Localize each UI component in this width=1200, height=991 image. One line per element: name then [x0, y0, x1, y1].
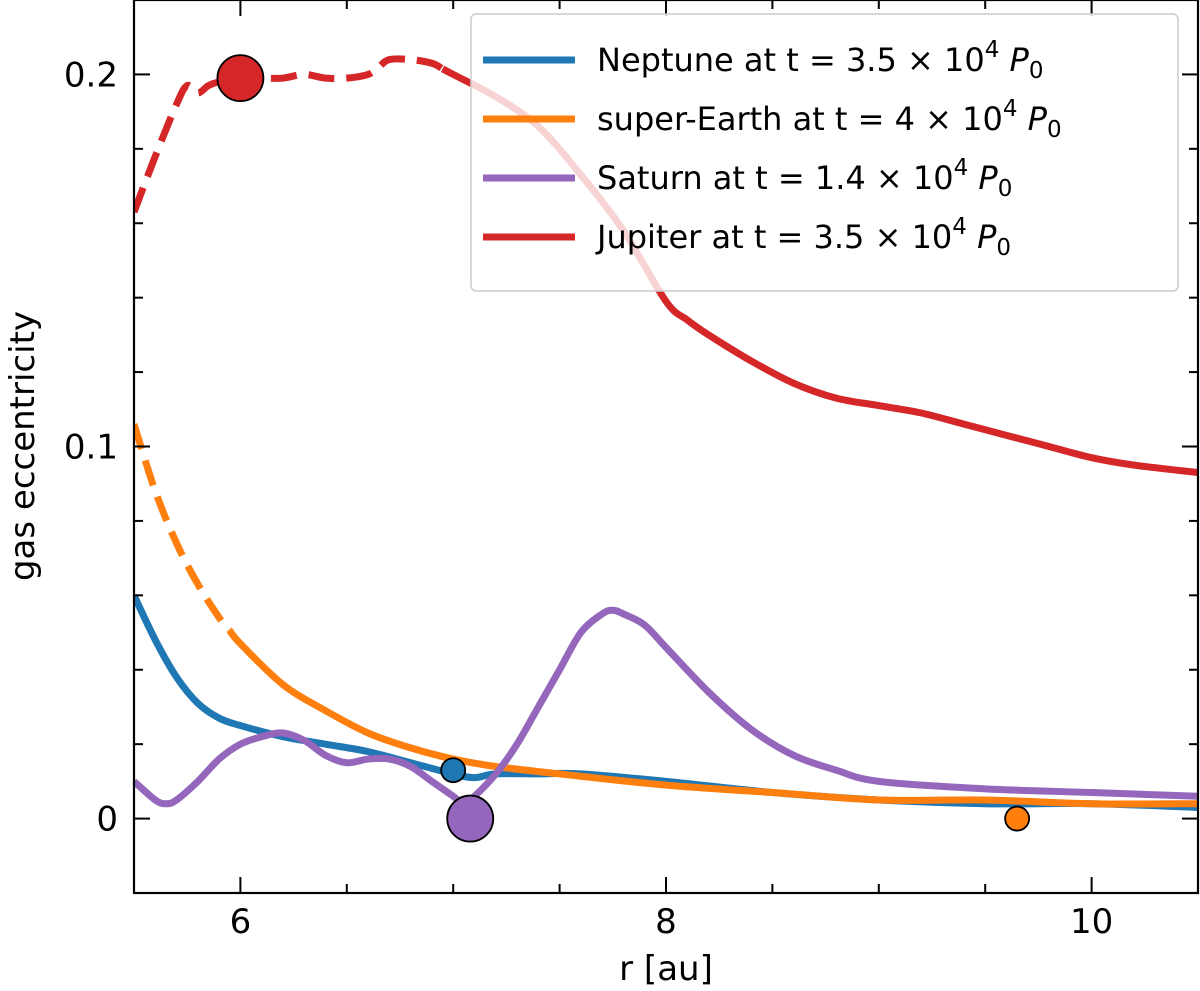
x-tick-label: 10 [1070, 902, 1113, 942]
legend-label-neptune: Neptune at t = 3.5 × 104 P0 [597, 37, 1043, 84]
series-superearth-line [226, 628, 1198, 808]
planet-marker-saturn [446, 794, 495, 843]
legend-label-superearth: super-Earth at t = 4 × 104 P0 [597, 96, 1062, 143]
planet-marker-jupiter [216, 54, 265, 103]
series-neptune [134, 593, 1198, 811]
planet-marker-layer [216, 54, 1031, 843]
series-superearth-dashed-segment [134, 423, 233, 633]
legend-label-saturn: Saturn at t = 1.4 × 104 P0 [597, 155, 1012, 202]
series-superearth [134, 423, 1198, 808]
series-saturn-line [134, 606, 1198, 808]
y-axis-label: gas eccentricity [3, 311, 43, 581]
series-saturn [134, 606, 1198, 808]
x-tick-label: 8 [655, 902, 677, 942]
y-tick-label: 0 [96, 800, 118, 840]
series-jupiter-dashed-segment [134, 55, 445, 214]
legend-label-jupiter: Jupiter at t = 3.5 × 104 P0 [595, 214, 1011, 261]
tick-layer: 6 8 10 0 0.1 0.2 [64, 0, 1199, 942]
legend: Neptune at t = 3.5 × 104 P0 super-Earth a… [470, 13, 1179, 292]
series-neptune-line [134, 593, 1198, 811]
legend-box [470, 13, 1179, 292]
y-tick-label: 0.1 [64, 428, 118, 468]
legend-entries: Neptune at t = 3.5 × 104 P0 super-Earth a… [483, 37, 1062, 261]
x-tick-label: 6 [230, 902, 252, 942]
planet-marker-superearth [1004, 805, 1031, 832]
series-layer [134, 55, 1198, 811]
planet-marker-neptune [440, 757, 467, 784]
x-axis-label: r [au] [619, 949, 713, 989]
y-tick-label: 0.2 [64, 55, 118, 95]
